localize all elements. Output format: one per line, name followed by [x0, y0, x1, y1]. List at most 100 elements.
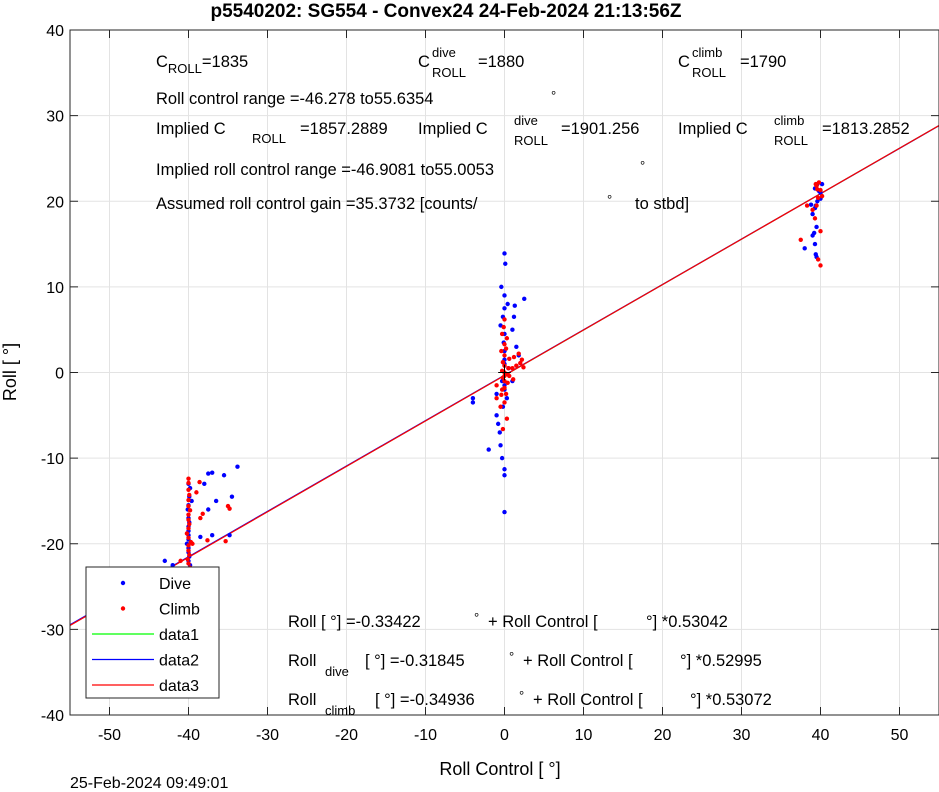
climb-point	[504, 416, 510, 421]
dive-point	[502, 473, 507, 478]
svg-text:Roll: Roll	[288, 652, 316, 670]
climb-point	[503, 391, 509, 397]
climb-point	[186, 480, 191, 486]
chart-title: p5540202: SG554 - Convex24 24-Feb-2024 2…	[210, 1, 681, 22]
dive-point	[170, 562, 175, 568]
svg-text:=1857.2889: =1857.2889	[300, 120, 388, 138]
climb-point	[510, 366, 515, 371]
x-tick-label: -40	[177, 727, 200, 744]
climb-point	[815, 257, 821, 262]
dive-point	[494, 391, 499, 397]
climb-point	[185, 556, 190, 562]
svg-text:dive: dive	[514, 113, 538, 128]
svg-text:to stbd]: to stbd]	[635, 195, 689, 213]
dive-point	[512, 303, 517, 308]
dive-point	[502, 467, 507, 472]
x-tick-label: -30	[256, 727, 279, 744]
climb-point	[186, 535, 191, 540]
dive-point	[811, 230, 817, 236]
dive-point	[502, 251, 507, 256]
y-tick-labels: -40 -30 -20 -10 0 10 20 30 40	[41, 23, 64, 725]
dive-point	[227, 532, 232, 538]
climb-point	[186, 561, 191, 566]
climb-point	[519, 357, 525, 362]
dive-point	[522, 296, 527, 302]
svg-text:°: °	[509, 649, 514, 664]
climb-point	[186, 543, 191, 548]
climb-point	[194, 490, 199, 495]
dive-point	[812, 241, 818, 247]
svg-text:°] *0.52995: °] *0.52995	[680, 652, 762, 670]
annotations: CROLL=1835 C dive ROLL =1880 C climb ROL…	[156, 45, 910, 718]
climb-point	[197, 479, 202, 485]
climb-point	[507, 373, 512, 379]
svg-text:ROLL: ROLL	[432, 65, 466, 80]
climb-point	[504, 336, 510, 341]
svg-text:ROLL: ROLL	[514, 133, 548, 148]
climb-point	[184, 531, 190, 536]
dive-point	[497, 430, 502, 435]
climb-point	[205, 538, 210, 543]
x-tick-labels: -50 -40 -30 -20 -10 0 10 20 30 40 50	[98, 727, 909, 744]
dive-point	[510, 327, 515, 332]
climb-point	[521, 365, 526, 370]
climb-point	[502, 385, 507, 391]
x-tick-label: 50	[891, 727, 909, 744]
dive-point	[470, 400, 476, 405]
dive-point	[202, 481, 207, 487]
dive-point	[502, 293, 507, 298]
climb-point	[818, 263, 823, 268]
climb-point	[812, 216, 818, 221]
climb-point	[804, 203, 810, 208]
dive-point	[495, 421, 501, 427]
climb-point	[186, 512, 191, 517]
svg-text:=1901.256: =1901.256	[561, 120, 639, 138]
climb-point	[186, 487, 191, 493]
svg-text:°] *0.53042: °] *0.53042	[646, 613, 728, 631]
climb-point	[186, 476, 191, 481]
y-tick-label: -30	[41, 622, 64, 639]
dive-point	[213, 498, 219, 504]
dive-point	[511, 314, 517, 320]
dive-point	[235, 464, 240, 469]
climb-point	[186, 526, 191, 531]
svg-text:[ °] =-0.31845: [ °] =-0.31845	[365, 652, 465, 670]
climb-point	[187, 521, 192, 527]
climb-point	[499, 348, 504, 354]
climb-point	[815, 195, 821, 201]
x-tick-label: 10	[575, 727, 593, 744]
y-tick-label: 20	[46, 194, 64, 211]
climb-point	[502, 378, 507, 384]
dive-point	[503, 261, 508, 266]
dive-point	[505, 301, 510, 307]
svg-text:Roll: Roll	[288, 691, 316, 709]
svg-text:climb: climb	[325, 703, 355, 718]
climb-point	[186, 517, 191, 522]
svg-text:=1813.2852: =1813.2852	[822, 120, 910, 138]
axis-ticks	[70, 29, 939, 716]
svg-text:ROLL: ROLL	[692, 65, 726, 80]
y-axis-label: Roll [ °]	[0, 343, 20, 401]
climb-point	[502, 400, 507, 405]
dive-point	[494, 413, 499, 418]
svg-text:ROLL: ROLL	[774, 133, 808, 148]
dive-point	[502, 306, 507, 311]
svg-text:°] *0.53072: °] *0.53072	[690, 691, 772, 709]
climb-point	[178, 558, 183, 564]
svg-text:Roll [ °] =-0.33422: Roll [ °] =-0.33422	[288, 613, 421, 631]
x-tick-label: 40	[812, 727, 830, 744]
dive-point	[502, 509, 507, 515]
svg-text:°: °	[474, 610, 479, 625]
dive-point	[470, 395, 476, 401]
svg-text:[ °] =-0.34936: [ °] =-0.34936	[375, 691, 475, 709]
legend-label-data1: data1	[159, 627, 199, 644]
legend-label-data2: data2	[159, 653, 199, 670]
climb-point	[187, 508, 193, 513]
y-tick-label: 0	[55, 366, 64, 383]
svg-text:climb: climb	[774, 113, 804, 128]
svg-text:°: °	[551, 88, 556, 103]
climb-point	[499, 392, 504, 397]
dive-point	[498, 443, 503, 448]
svg-text:°: °	[640, 158, 645, 173]
dive-point	[210, 470, 215, 475]
